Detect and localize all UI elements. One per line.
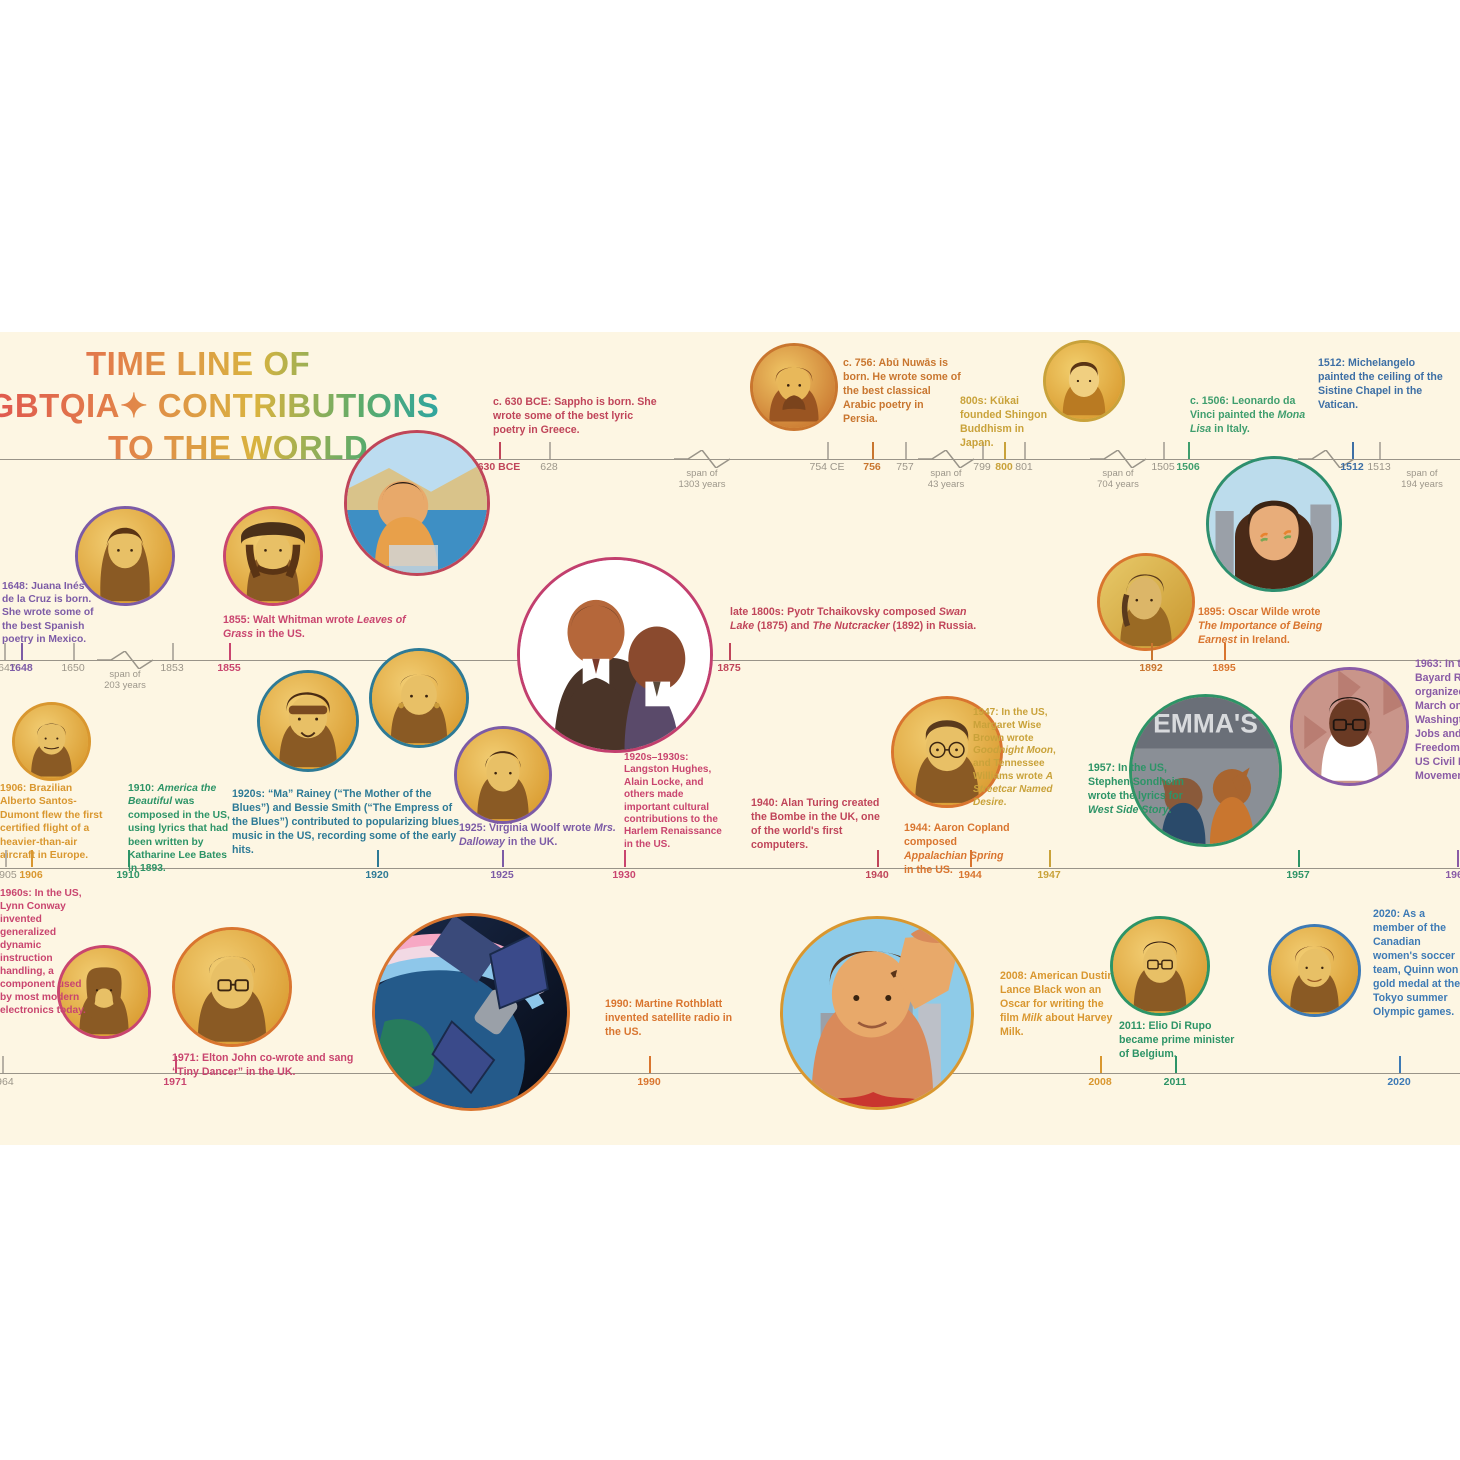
svg-text:EMMA'S: EMMA'S [1153,708,1258,738]
